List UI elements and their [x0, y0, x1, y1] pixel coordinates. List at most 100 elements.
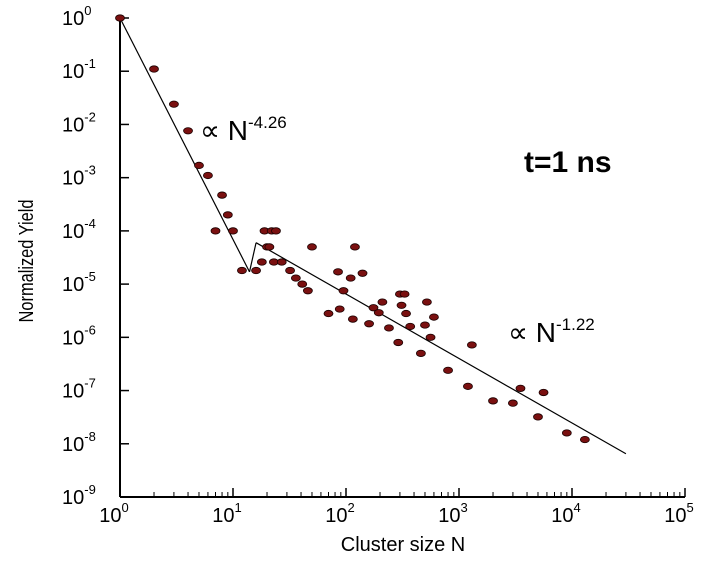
x-tick-label: 101: [212, 500, 241, 527]
data-point: [285, 266, 295, 275]
data-point: [579, 435, 590, 444]
fit-line-2: [255, 242, 627, 455]
plot-frame: [119, 18, 685, 498]
data-point: [323, 309, 334, 318]
data-point: [357, 269, 368, 277]
data-point: [364, 320, 374, 328]
data-point: [237, 266, 247, 275]
data-point: [420, 321, 430, 329]
x-tick-base: 10: [212, 505, 234, 527]
fit-line-1: [119, 17, 251, 273]
data-point: [401, 309, 411, 318]
y-tick-base: 10: [62, 487, 84, 509]
data-point: [393, 338, 404, 347]
x-tick-base: 10: [551, 505, 573, 527]
y-tick-exponent: -4: [84, 216, 96, 231]
x-tick-label: 102: [325, 500, 354, 527]
y-tick-base: 10: [62, 168, 84, 190]
fit-label-steep: ∝ N-4.26: [200, 113, 287, 146]
x-tick-exponent: 0: [122, 500, 129, 515]
x-tick-base: 10: [438, 505, 460, 527]
data-point: [443, 366, 453, 374]
data-point: [466, 341, 477, 349]
data-point: [561, 429, 572, 437]
y-tick-base: 10: [62, 221, 84, 243]
data-point: [307, 243, 317, 251]
y-tick-label: 10-7: [62, 376, 96, 403]
data-point: [533, 413, 543, 421]
y-tick-label: 10-6: [62, 322, 96, 349]
y-axis-title: Normalized Yield: [14, 200, 37, 323]
y-tick-exponent: -1: [84, 56, 96, 71]
data-point: [368, 304, 379, 312]
data-point: [384, 324, 394, 332]
x-tick-label: 100: [99, 500, 128, 527]
data-point: [350, 243, 360, 251]
data-point: [463, 382, 473, 390]
data-point: [396, 301, 407, 309]
y-tick-base: 10: [62, 274, 84, 296]
data-point: [405, 322, 416, 331]
data-point: [183, 127, 193, 135]
x-tick-base: 10: [325, 505, 347, 527]
y-tick-label: 10-2: [62, 109, 96, 136]
x-tick-label: 104: [551, 500, 580, 527]
data-point: [488, 397, 498, 405]
y-tick-base: 10: [62, 8, 84, 30]
data-point: [347, 315, 358, 323]
x-tick-base: 10: [664, 505, 686, 527]
fit-label-steep-exponent: -4.26: [248, 113, 287, 132]
data-point: [115, 14, 125, 22]
fit-label-shallow-base: ∝ N: [508, 317, 556, 348]
y-tick-base: 10: [62, 61, 84, 83]
y-tick-base: 10: [62, 381, 84, 403]
data-point: [333, 268, 343, 276]
data-point: [228, 227, 238, 235]
fit-label-steep-base: ∝ N: [200, 115, 248, 146]
data-point: [276, 258, 287, 266]
data-point: [415, 349, 426, 357]
fit-line-break: [248, 242, 257, 272]
y-tick-base: 10: [62, 114, 84, 136]
data-point: [194, 161, 204, 170]
x-tick-exponent: 2: [348, 500, 355, 515]
data-point: [338, 287, 349, 295]
data-point: [538, 388, 549, 397]
data-point: [422, 298, 432, 306]
data-point: [217, 191, 227, 199]
fit-lines: [119, 17, 627, 455]
data-point: [425, 333, 436, 341]
y-tick-exponent: 0: [84, 3, 91, 18]
data-point: [297, 280, 308, 288]
data-point: [345, 274, 356, 282]
y-tick-exponent: -7: [84, 376, 96, 391]
data-point: [271, 227, 281, 235]
data-point: [256, 258, 267, 266]
x-axis-title: Cluster size N: [341, 534, 465, 556]
data-point: [515, 384, 526, 392]
data-point: [302, 287, 313, 295]
data-point: [264, 243, 275, 251]
y-tick-base: 10: [62, 327, 84, 349]
y-tick-label: 10-8: [62, 429, 96, 456]
y-tick-label: 10-9: [62, 482, 96, 509]
x-tick-exponent: 3: [461, 500, 468, 515]
data-point: [290, 274, 301, 282]
x-tick-exponent: 4: [574, 500, 581, 515]
y-tick-exponent: -9: [84, 482, 96, 497]
x-tick-label: 105: [664, 500, 693, 527]
y-tick-label: 10-1: [62, 56, 96, 83]
axis-ticks: [119, 17, 686, 498]
x-tick-exponent: 5: [687, 500, 694, 515]
data-point: [169, 100, 179, 108]
fit-label-shallow-exponent: -1.22: [556, 315, 595, 334]
data-point: [210, 227, 221, 235]
y-tick-label: 10-3: [62, 163, 96, 190]
fit-label-shallow: ∝ N-1.22: [508, 315, 595, 348]
data-point: [334, 305, 345, 313]
tick-labels: 100 101 102 103 104 10510010-110-210-310-410-…: [62, 3, 694, 527]
y-tick-exponent: -5: [84, 269, 96, 284]
data-point: [203, 171, 213, 180]
